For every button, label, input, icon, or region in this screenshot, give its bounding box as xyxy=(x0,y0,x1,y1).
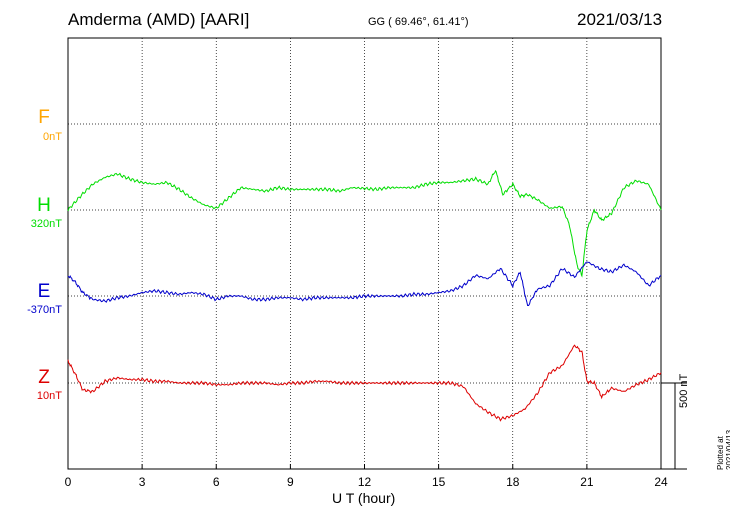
series-baseline-f: 0nT xyxy=(43,131,62,143)
series-label-f: F xyxy=(38,107,50,128)
series-label-e: E xyxy=(37,281,51,302)
series-baseline-e: -370nT xyxy=(27,304,62,316)
x-tick-label: 0 xyxy=(65,475,72,489)
series-line-z xyxy=(67,344,662,422)
chart-title: Amderma (AMD) [AARI] xyxy=(68,10,250,29)
x-tick-label: 9 xyxy=(287,475,294,489)
x-axis-ticks: 0 3 6 9 12 15 18 21 24 xyxy=(65,464,668,489)
x-tick-label: 24 xyxy=(654,475,668,489)
x-tick-label: 12 xyxy=(358,475,372,489)
series-baseline-h: 320nT xyxy=(30,218,62,230)
series-baseline-z: 10nT xyxy=(36,390,62,402)
x-tick-label: 3 xyxy=(139,475,146,489)
scale-bar xyxy=(661,382,687,470)
scale-bar-label: 500 nT xyxy=(678,373,690,408)
series-lines xyxy=(67,169,662,422)
grid-lines xyxy=(68,38,661,469)
x-tick-label: 15 xyxy=(432,475,446,489)
series-line-e xyxy=(67,261,662,306)
chart-date: 2021/03/13 xyxy=(577,10,663,29)
station-coordinates: GG ( 69.46°, 61.41°) xyxy=(368,16,469,28)
x-axis-label: U T (hour) xyxy=(332,490,396,506)
x-tick-label: 21 xyxy=(580,475,594,489)
x-tick-label: 18 xyxy=(506,475,520,489)
series-line-h xyxy=(67,169,662,278)
x-tick-label: 6 xyxy=(213,475,220,489)
plotted-timestamp: Plotted at 2021/04/13 01:32 UT xyxy=(716,429,730,470)
series-label-z: Z xyxy=(38,367,50,388)
series-label-h: H xyxy=(37,195,51,216)
